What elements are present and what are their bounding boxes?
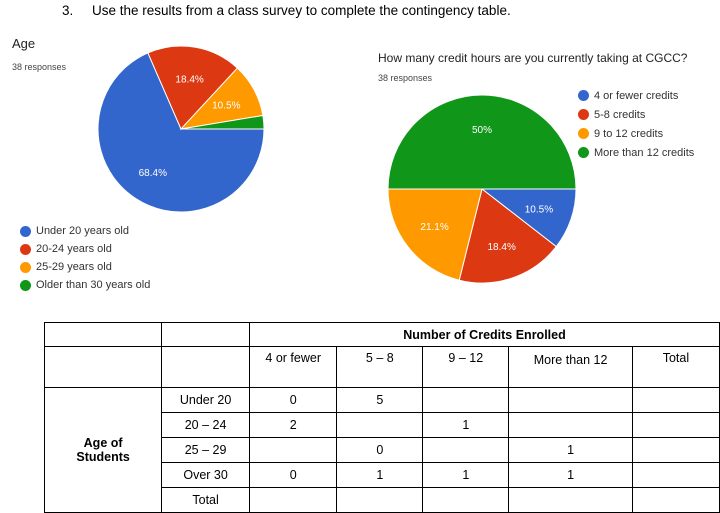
credits-chart-title: How many credit hours are you currently …	[378, 51, 688, 65]
empty-cell	[43, 322, 163, 347]
value-cell: 0	[248, 462, 338, 488]
legend-label: 20-24 years old	[36, 243, 112, 255]
legend-item: 5-8 credits	[578, 105, 694, 124]
answer-cell[interactable]	[631, 412, 720, 438]
legend-label: Under 20 years old	[36, 225, 129, 237]
value-cell: 0	[248, 387, 338, 413]
answer-cell[interactable]	[631, 437, 720, 463]
value-cell: 1	[508, 437, 633, 463]
value-cell: 1	[422, 462, 510, 488]
age-chart-title: Age	[12, 36, 36, 51]
credits-chart-responses: 38 responses	[378, 73, 433, 83]
legend-label: 25-29 years old	[36, 261, 112, 273]
column-header: 4 or fewer	[248, 346, 338, 388]
answer-cell[interactable]	[631, 487, 720, 513]
column-header: 5 – 8	[336, 346, 424, 388]
table-row: Age of Students Under 20 0 5	[43, 387, 720, 513]
row-group-label: Age of Students	[43, 387, 163, 513]
answer-cell[interactable]	[248, 487, 338, 513]
empty-cell	[161, 346, 250, 388]
value-cell: 1	[508, 462, 633, 488]
legend-label: 4 or fewer credits	[594, 89, 679, 102]
answer-cell[interactable]	[631, 462, 720, 488]
table-title: Number of Credits Enrolled	[248, 322, 720, 347]
legend-dot-icon	[578, 109, 589, 120]
row-label: Over 30	[161, 462, 250, 488]
pie-data-label: 18.4%	[487, 242, 515, 253]
pie-data-label: 21.1%	[420, 222, 448, 233]
answer-cell[interactable]	[422, 437, 510, 463]
legend-item: More than 12 credits	[578, 143, 694, 162]
answer-cell[interactable]	[631, 387, 720, 413]
pie-slice	[180, 114, 265, 130]
table-row: Over 30 0 1 1 1	[45, 462, 720, 488]
question-text: Use the results from a class survey to c…	[92, 3, 511, 18]
value-cell: 1	[422, 412, 510, 438]
age-legend: Under 20 years old 20-24 years old 25-29…	[20, 222, 150, 294]
legend-item: 20-24 years old	[20, 240, 150, 258]
answer-cell[interactable]	[508, 412, 633, 438]
pie-slice	[458, 188, 557, 284]
row-label: Total	[161, 487, 250, 513]
column-header: Total	[631, 346, 720, 388]
age-pie: 68.4% 18.4% 10.5%	[97, 45, 265, 213]
value-cell: 0	[336, 437, 424, 463]
question-number: 3.	[62, 3, 74, 18]
pie-data-label: 10.5%	[525, 204, 553, 215]
legend-label: More than 12 credits	[594, 146, 695, 159]
legend-dot-icon	[578, 90, 589, 101]
credits-legend: 4 or fewer credits 5-8 credits 9 to 12 c…	[578, 86, 694, 162]
answer-cell[interactable]	[248, 437, 338, 463]
legend-label: 5-8 credits	[594, 108, 646, 121]
row-label: Under 20	[161, 387, 250, 413]
pie-slice	[147, 45, 239, 130]
row-label: 25 – 29	[161, 437, 250, 463]
contingency-table: Number of Credits Enrolled 4 or fewer 5 …	[43, 322, 720, 513]
pie-data-label: 50%	[472, 125, 492, 136]
pie-slice	[387, 188, 483, 281]
empty-cell	[161, 322, 250, 347]
column-header: 9 – 12	[422, 346, 510, 388]
row-label: 20 – 24	[161, 412, 250, 438]
legend-dot-icon	[578, 128, 589, 139]
legend-label: 9 to 12 credits	[594, 127, 664, 140]
legend-dot-icon	[20, 279, 31, 291]
age-chart-responses: 38 responses	[12, 62, 67, 72]
table-row: 20 – 24 2 1	[45, 412, 720, 438]
legend-dot-icon	[578, 147, 589, 158]
pie-data-label: 68.4%	[139, 168, 167, 179]
answer-cell[interactable]	[422, 387, 510, 413]
table-row: Total	[45, 487, 720, 513]
value-cell: 2	[248, 412, 338, 438]
answer-cell[interactable]	[336, 412, 424, 438]
value-cell: 5	[336, 387, 424, 413]
answer-cell[interactable]	[508, 387, 633, 413]
legend-item: 9 to 12 credits	[578, 124, 694, 143]
answer-cell[interactable]	[508, 487, 633, 513]
legend-item: Under 20 years old	[20, 222, 150, 240]
legend-item: 4 or fewer credits	[578, 86, 694, 105]
legend-item: 25-29 years old	[20, 258, 150, 276]
legend-item: Older than 30 years old	[20, 276, 150, 294]
legend-label: Older than 30 years old	[36, 279, 151, 291]
credits-pie: 10.5% 18.4% 21.1% 50%	[387, 94, 577, 284]
answer-cell[interactable]	[422, 487, 510, 513]
answer-cell[interactable]	[336, 487, 424, 513]
pie-slice	[387, 94, 577, 190]
legend-dot-icon	[20, 225, 31, 237]
pie-data-label: 18.4%	[175, 74, 203, 85]
legend-dot-icon	[20, 243, 31, 255]
column-header: More than 12	[508, 346, 633, 388]
value-cell: 1	[336, 462, 424, 488]
empty-cell	[43, 346, 163, 388]
legend-dot-icon	[20, 261, 31, 273]
pie-slice	[97, 52, 265, 213]
pie-data-label: 10.5%	[212, 101, 240, 112]
